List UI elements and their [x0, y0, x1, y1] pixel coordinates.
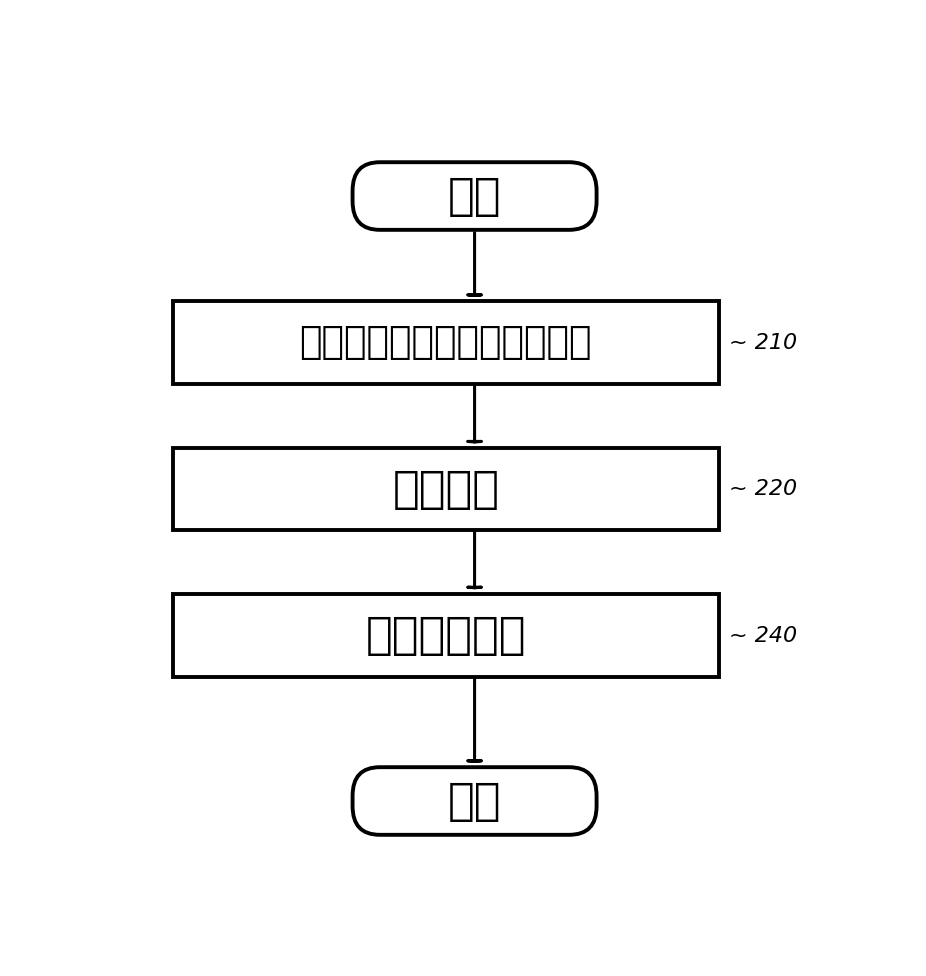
- Text: 计算用于每个用户的传输需求: 计算用于每个用户的传输需求: [300, 325, 592, 360]
- Text: ~ 210: ~ 210: [730, 333, 797, 352]
- Text: 选择天线子集: 选择天线子集: [366, 614, 526, 657]
- Text: 选择用户: 选择用户: [393, 468, 499, 510]
- FancyBboxPatch shape: [353, 162, 596, 230]
- FancyBboxPatch shape: [173, 448, 719, 531]
- FancyBboxPatch shape: [173, 594, 719, 677]
- FancyBboxPatch shape: [173, 302, 719, 384]
- Text: 结束: 结束: [448, 780, 501, 823]
- Text: ~ 240: ~ 240: [730, 626, 797, 646]
- Text: 开始: 开始: [448, 175, 501, 218]
- Text: ~ 220: ~ 220: [730, 479, 797, 499]
- FancyBboxPatch shape: [353, 767, 596, 834]
